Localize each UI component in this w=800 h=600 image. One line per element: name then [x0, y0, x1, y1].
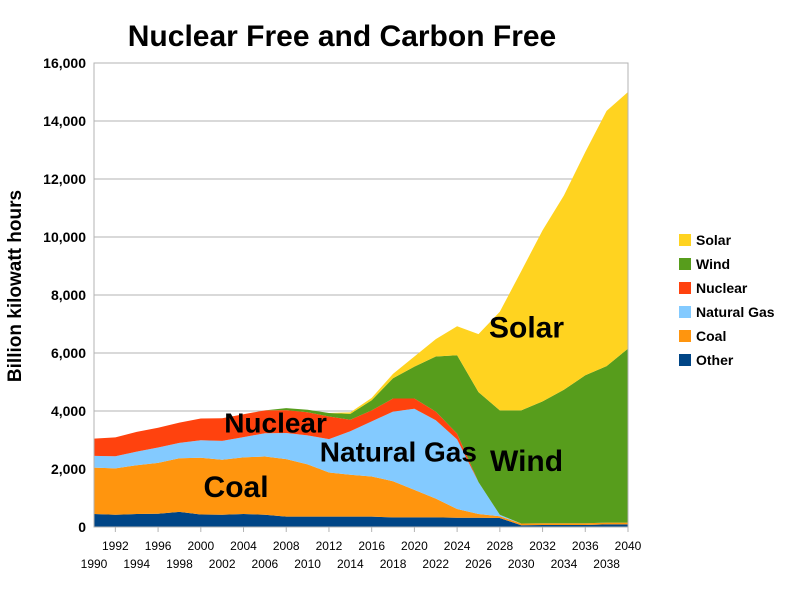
x-tick-label: 2014	[337, 557, 364, 571]
x-tick-label: 1992	[102, 539, 129, 553]
legend: Solar Wind Nuclear Natural Gas Coal Other	[679, 232, 775, 368]
legend-label: Coal	[696, 328, 726, 344]
y-tick-label: 6,000	[51, 345, 86, 361]
x-tick-label: 2034	[551, 557, 578, 571]
x-tick-label: 2012	[316, 539, 343, 553]
series-area	[94, 398, 628, 524]
x-tick-label: 2008	[273, 539, 300, 553]
y-tick-label: 4,000	[51, 403, 86, 419]
legend-swatch	[679, 306, 691, 318]
x-tick-label: 2032	[529, 539, 556, 553]
x-tick-label: 2010	[294, 557, 321, 571]
y-tick-label: 0	[78, 519, 86, 535]
y-tick-label: 10,000	[43, 229, 86, 245]
series-area	[94, 456, 628, 526]
x-tick-label: 1998	[166, 557, 193, 571]
series-area	[94, 408, 628, 524]
legend-label: Other	[696, 352, 734, 368]
series-area	[94, 348, 628, 524]
x-tick-label: 2020	[401, 539, 428, 553]
x-tick-label: 2038	[593, 557, 620, 571]
y-tick-label: 8,000	[51, 287, 86, 303]
series-area	[94, 511, 628, 527]
x-tick-label: 2006	[252, 557, 279, 571]
x-tick-label: 2040	[615, 539, 642, 553]
x-axis-ticks: 1992 1996 2000 2004 2008 2012 2016 2020 2024 2028…	[81, 527, 642, 571]
x-tick-label: 2018	[380, 557, 407, 571]
x-tick-label: 2004	[230, 539, 257, 553]
area-label: Natural Gas	[320, 437, 477, 468]
x-tick-label: 2036	[572, 539, 599, 553]
legend-swatch	[679, 330, 691, 342]
y-tick-label: 2,000	[51, 461, 86, 477]
x-tick-label: 2022	[422, 557, 449, 571]
x-tick-label: 2024	[444, 539, 471, 553]
area-label: Solar	[489, 312, 564, 345]
x-tick-label: 2030	[508, 557, 535, 571]
x-tick-label: 2016	[358, 539, 385, 553]
area-label: Coal	[204, 471, 269, 504]
y-axis-ticks: 0 2,000 4,000 6,000 8,000 10,000 12,000 14,000 1…	[43, 55, 86, 535]
stacked-areas	[94, 92, 628, 527]
y-tick-label: 14,000	[43, 113, 86, 129]
legend-swatch	[679, 258, 691, 270]
y-axis-label: Billion kilowatt hours	[5, 190, 26, 382]
legend-swatch	[679, 282, 691, 294]
y-tick-label: 16,000	[43, 55, 86, 71]
legend-label: Natural Gas	[696, 304, 775, 320]
legend-label: Solar	[696, 232, 732, 248]
plot-frame	[93, 62, 629, 528]
x-tick-label: 2026	[465, 557, 492, 571]
area-label: Nuclear	[224, 408, 327, 439]
x-tick-label: 1990	[81, 557, 108, 571]
y-tick-label: 12,000	[43, 171, 86, 187]
legend-swatch	[679, 354, 691, 366]
x-tick-label: 1996	[145, 539, 172, 553]
x-tick-label: 1994	[123, 557, 150, 571]
legend-label: Wind	[696, 256, 730, 272]
x-tick-label: 2002	[209, 557, 236, 571]
legend-swatch	[679, 234, 691, 246]
legend-label: Nuclear	[696, 280, 748, 296]
series-area	[94, 92, 628, 439]
chart-title: Nuclear Free and Carbon Free	[128, 20, 556, 53]
x-tick-label: 2000	[187, 539, 214, 553]
area-label: Wind	[490, 445, 563, 478]
x-tick-label: 2028	[486, 539, 513, 553]
